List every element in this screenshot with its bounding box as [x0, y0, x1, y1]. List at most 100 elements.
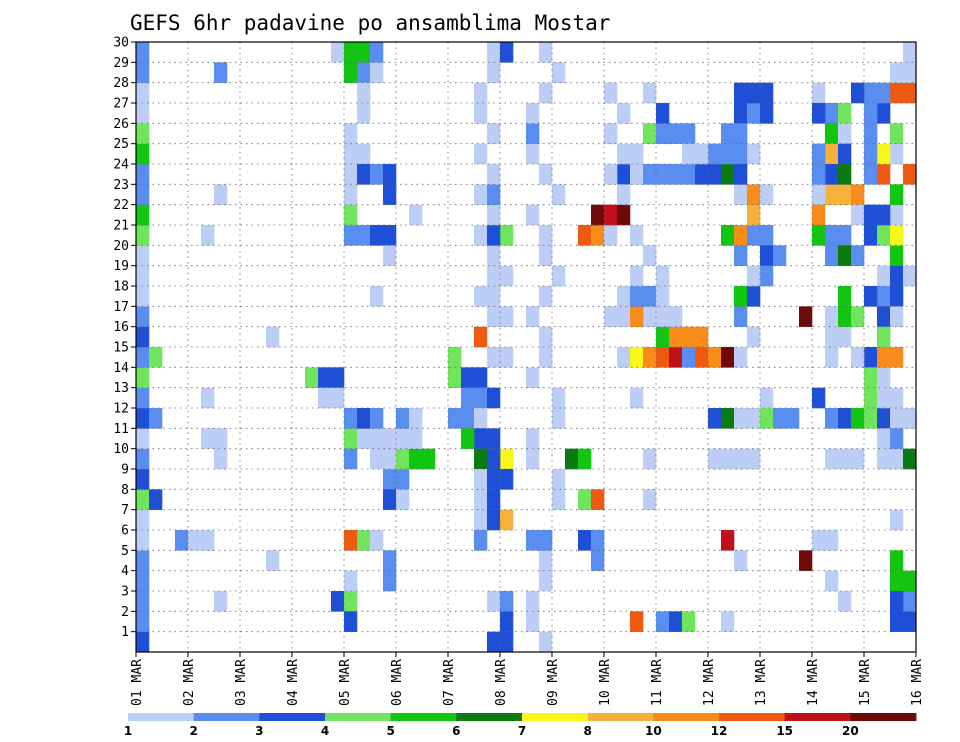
y-tick-label: 7	[121, 503, 129, 518]
heatmap-cell	[825, 123, 839, 144]
heatmap-cell	[825, 530, 839, 551]
heatmap-cell	[734, 143, 748, 165]
heatmap-cell	[890, 204, 904, 226]
heatmap-cell	[539, 347, 553, 368]
colorbar-label: 4	[321, 724, 329, 738]
heatmap-cell	[136, 367, 150, 388]
heatmap-cell	[838, 225, 852, 246]
y-tick-label: 19	[113, 259, 129, 274]
heatmap-cell	[474, 103, 488, 124]
heatmap-cell	[201, 387, 215, 409]
colorbar-swatch	[193, 713, 260, 721]
heatmap-cell	[552, 387, 566, 409]
heatmap-cell	[747, 82, 761, 104]
heatmap-cell	[331, 591, 345, 612]
heatmap-cell	[214, 591, 228, 612]
heatmap-cell	[656, 326, 670, 348]
heatmap-cell	[656, 611, 670, 632]
heatmap-cell	[838, 245, 852, 266]
colorbar-swatch	[259, 713, 326, 721]
y-tick-label: 25	[113, 137, 129, 152]
heatmap-cell	[877, 164, 891, 185]
heatmap-cell	[136, 164, 150, 185]
heatmap-cell	[903, 611, 917, 632]
colorbar-label: 15	[776, 724, 793, 738]
heatmap-cell	[825, 184, 839, 205]
heatmap-cell	[838, 286, 852, 307]
heatmap-cell	[617, 103, 631, 124]
heatmap-cell	[149, 408, 163, 429]
colorbar-swatch	[456, 713, 523, 721]
heatmap-cell	[604, 306, 618, 327]
heatmap-cell	[760, 387, 774, 409]
heatmap-cell	[643, 306, 657, 327]
heatmap-cell	[526, 448, 540, 470]
heatmap-cell	[851, 306, 865, 327]
heatmap-cell	[682, 123, 696, 144]
heatmap-cell	[474, 326, 488, 348]
heatmap-cell	[578, 448, 592, 470]
colorbar-label: 20	[842, 724, 859, 738]
heatmap-cell	[864, 204, 878, 226]
heatmap-cell	[617, 204, 631, 226]
heatmap-cell	[903, 164, 917, 185]
heatmap-cell	[136, 306, 150, 327]
heatmap-cell	[734, 82, 748, 104]
y-tick-label: 4	[121, 564, 129, 579]
y-tick-label: 26	[113, 117, 129, 132]
heatmap-cell	[487, 286, 501, 307]
heatmap-cell	[760, 103, 774, 124]
heatmap-cell	[864, 408, 878, 429]
heatmap-cell	[890, 143, 904, 165]
heatmap-cell	[396, 408, 410, 429]
heatmap-cell	[877, 82, 891, 104]
heatmap-cell	[136, 326, 150, 348]
x-tick-label: 11 MAR	[650, 659, 665, 706]
heatmap-cell	[136, 225, 150, 246]
colorbar-swatch	[325, 713, 392, 721]
colorbar-label: 7	[518, 724, 526, 738]
heatmap-cell	[344, 42, 358, 63]
heatmap-cell	[708, 143, 722, 165]
heatmap-cell	[851, 448, 865, 470]
heatmap-cell	[708, 448, 722, 470]
heatmap-cell	[877, 286, 891, 307]
heatmap-cell	[487, 428, 501, 449]
y-tick-label: 3	[121, 585, 129, 600]
heatmap-cell	[539, 82, 553, 104]
heatmap-cell	[487, 347, 501, 368]
heatmap-cell	[903, 42, 917, 63]
heatmap-cell	[903, 570, 917, 592]
heatmap-cell	[812, 143, 826, 165]
heatmap-cell	[409, 428, 423, 449]
heatmap-cell	[708, 164, 722, 185]
heatmap-cell	[656, 103, 670, 124]
heatmap-cell	[344, 123, 358, 144]
heatmap-cell	[630, 286, 644, 307]
heatmap-cell	[149, 347, 163, 368]
heatmap-cell	[864, 103, 878, 124]
heatmap-cell	[474, 387, 488, 409]
heatmap-cell	[448, 347, 462, 368]
heatmap-cell	[643, 448, 657, 470]
heatmap-cell	[136, 387, 150, 409]
heatmap-cell	[890, 184, 904, 205]
heatmap-cell	[305, 367, 319, 388]
heatmap-cell	[747, 225, 761, 246]
heatmap-cell	[370, 428, 384, 449]
heatmap-cell	[799, 550, 813, 571]
heatmap-cell	[890, 550, 904, 571]
heatmap-cell	[890, 448, 904, 470]
heatmap-cell	[825, 326, 839, 348]
heatmap-cell	[721, 123, 735, 144]
heatmap-cell	[786, 408, 800, 429]
y-tick-label: 12	[113, 402, 129, 417]
heatmap-cell	[890, 611, 904, 632]
heatmap-cell	[760, 82, 774, 104]
heatmap-cell	[890, 265, 904, 287]
heatmap-cell	[136, 591, 150, 612]
heatmap-cell	[136, 123, 150, 144]
y-tick-label: 17	[113, 300, 129, 315]
colorbar-swatch	[128, 713, 195, 721]
heatmap-cell	[773, 245, 787, 266]
